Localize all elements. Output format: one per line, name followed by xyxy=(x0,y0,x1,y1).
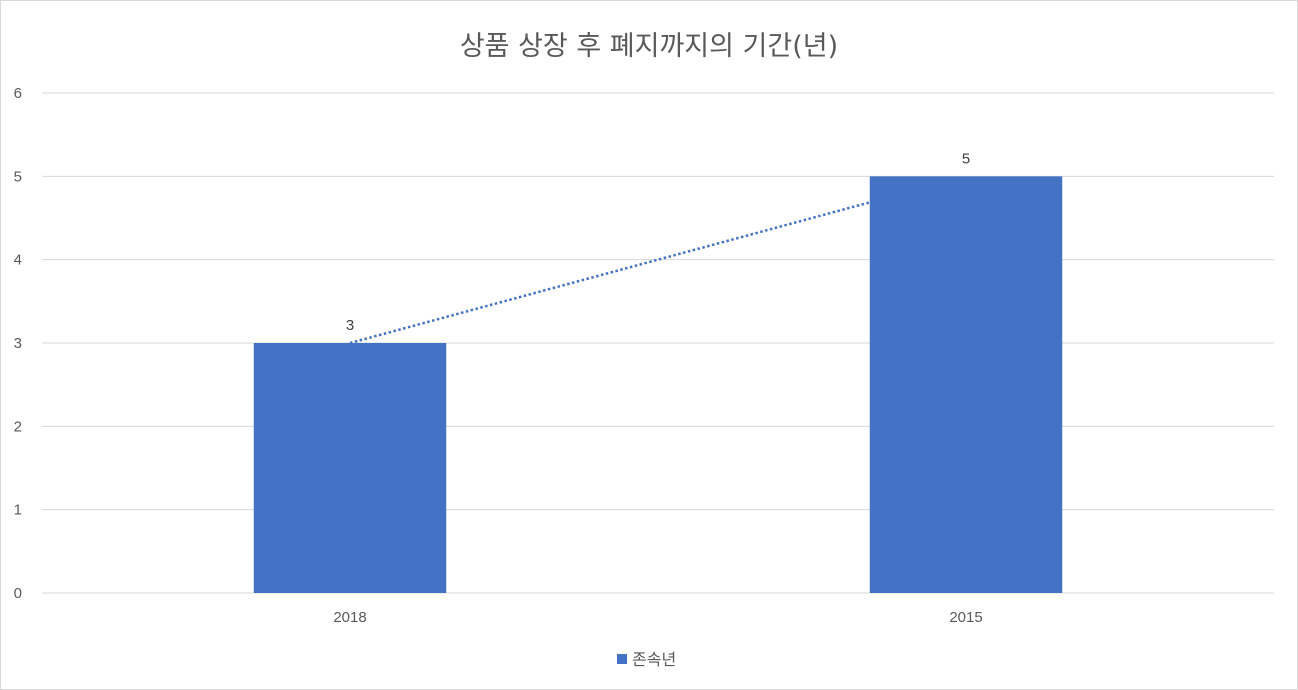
x-tick-label: 2018 xyxy=(333,609,366,626)
legend-swatch xyxy=(617,654,627,664)
data-labels: 35 xyxy=(346,150,970,334)
chart-title: 상품 상장 후 폐지까지의 기간(년) xyxy=(460,31,838,62)
data-label: 5 xyxy=(962,150,970,167)
y-tick-label: 4 xyxy=(14,252,22,269)
bar-2018 xyxy=(253,343,447,593)
trendline xyxy=(349,201,871,345)
bar-2015 xyxy=(869,176,1063,594)
y-tick-label: 3 xyxy=(14,335,22,352)
bar-series xyxy=(253,176,1063,594)
y-axis: 0 1 2 3 4 5 6 xyxy=(14,85,22,602)
legend-label: 존속년 xyxy=(632,650,676,669)
y-tick-label: 5 xyxy=(14,168,22,185)
legend: 존속년 xyxy=(617,650,676,669)
data-label: 3 xyxy=(346,317,354,334)
y-tick-label: 6 xyxy=(14,85,22,102)
x-tick-label: 2015 xyxy=(949,609,982,626)
gridlines xyxy=(42,92,1274,594)
x-axis: 2018 2015 xyxy=(333,609,982,626)
y-tick-label: 1 xyxy=(14,502,22,519)
trendline-group xyxy=(349,201,871,345)
y-tick-label: 0 xyxy=(14,585,22,602)
y-tick-label: 2 xyxy=(14,418,22,435)
